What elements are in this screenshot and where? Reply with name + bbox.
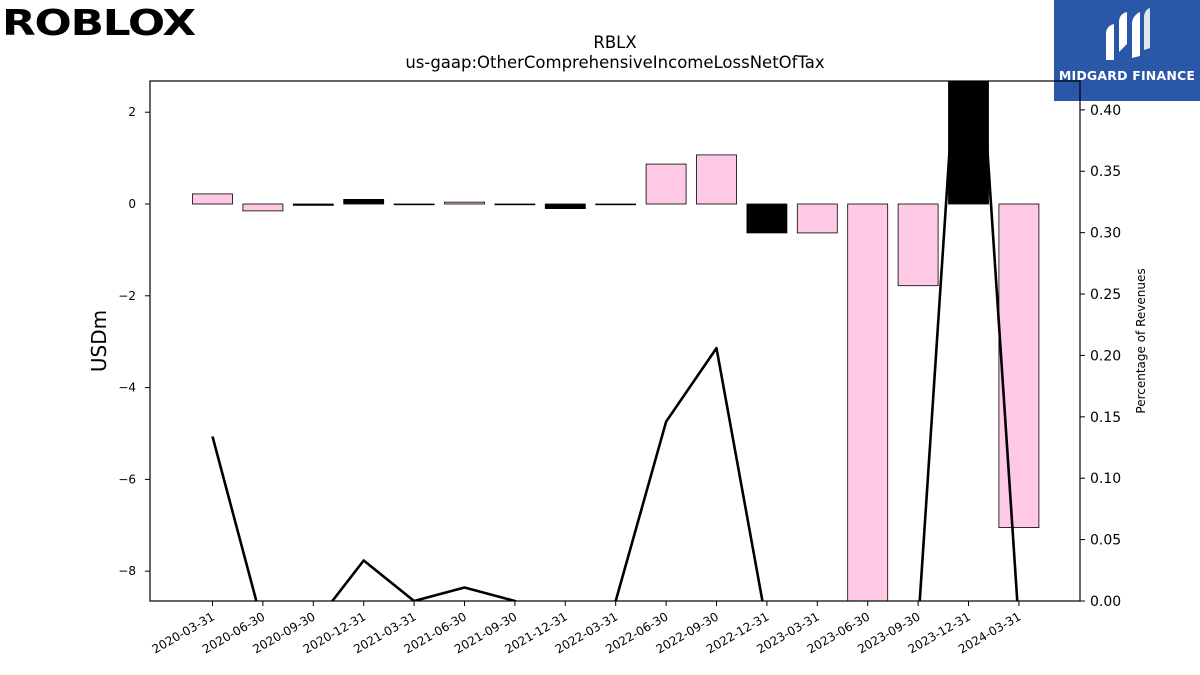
y2-tick-label: 0.15 <box>1090 410 1121 426</box>
bar-2022-09-30 <box>696 154 737 205</box>
bar-2023-06-30 <box>847 203 889 602</box>
roblox-logo-text: ROBLOX <box>2 3 197 44</box>
chart-title: RBLX <box>593 33 636 52</box>
y2-tick-label: 0.10 <box>1090 471 1121 487</box>
bar-2021-09-30 <box>494 203 536 206</box>
midgard-finance-logo: MIDGARD FINANCE <box>1054 0 1200 101</box>
x-axis: 2020-03-312020-06-302020-09-302020-12-31… <box>150 601 1023 656</box>
roblox-logo: ROBLOX <box>2 3 198 44</box>
bar-2023-12-31 <box>948 80 989 205</box>
y2-tick-label: 0.40 <box>1090 103 1121 119</box>
y-axis-label: USDm <box>87 310 111 372</box>
y-axis-label-right: Percentage of Revenues <box>1134 268 1148 413</box>
bar-2020-03-31 <box>192 193 233 205</box>
y-tick-label: −4 <box>118 381 136 395</box>
y2-tick-label: 0.25 <box>1090 287 1121 303</box>
bar-2024-03-31 <box>998 203 1040 528</box>
bar-2020-06-30 <box>242 203 284 212</box>
bar-2022-06-30 <box>645 163 687 205</box>
y2-tick-label: 0.05 <box>1090 533 1121 549</box>
y-tick-label: −2 <box>118 289 136 303</box>
y-axis-left: 2 0 −2 −4 −6 −8 <box>118 105 150 578</box>
y-tick-label: −8 <box>118 564 136 578</box>
bar-2023-03-31 <box>796 203 838 234</box>
line-group <box>211 81 1019 601</box>
plot-frame <box>149 80 1081 602</box>
bar-2023-09-30 <box>897 203 939 287</box>
y2-tick-label: 0.20 <box>1090 348 1121 364</box>
y2-tick-label: 0.30 <box>1090 226 1121 242</box>
y2-tick-label: 0.00 <box>1090 594 1121 610</box>
chart-subtitle: us-gaap:OtherComprehensiveIncomeLossNetO… <box>405 53 825 72</box>
bar-2022-12-31 <box>746 203 788 234</box>
y-tick-label: 0 <box>128 197 136 211</box>
bar-2021-03-31 <box>393 203 435 206</box>
bar-2021-12-31 <box>544 203 586 209</box>
y-tick-label: −6 <box>118 472 136 486</box>
percentage-of-revenues-line <box>211 81 1019 601</box>
bar-2020-09-30 <box>292 203 334 206</box>
y2-tick-label: 0.35 <box>1090 164 1121 180</box>
midgard-logo-text: MIDGARD FINANCE <box>1058 68 1196 83</box>
bar-2020-12-31 <box>343 199 385 205</box>
bar-2022-03-31 <box>595 203 637 206</box>
bar-2021-06-30 <box>444 201 485 205</box>
y-tick-label: 2 <box>128 105 136 119</box>
bar-group <box>192 80 1040 602</box>
midgard-mark-icon <box>1106 8 1150 60</box>
y-axis-right: 0.00 0.05 0.10 0.15 0.20 0.25 0.30 0.35 0.40 <box>1080 103 1121 610</box>
